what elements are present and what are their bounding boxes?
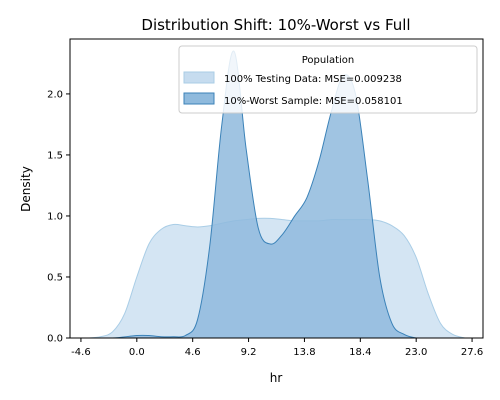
plot-area [69,38,484,339]
legend: Population 100% Testing Data: MSE=0.0092… [178,45,478,114]
x-tick-label: 0.0 [129,347,145,358]
x-axis-label: hr [270,371,283,385]
y-tick-label: 1.0 [47,211,63,222]
x-tick-label: 13.8 [293,347,315,358]
density-area-worst [88,50,429,339]
legend-frame [178,45,478,114]
y-axis-label: Density [19,166,33,212]
x-tick-label: 23.0 [405,347,427,358]
y-axis: 0.0 0.5 1.0 1.5 2.0 [47,89,70,345]
y-tick-label: 0.0 [47,334,63,345]
plot-frame [69,38,484,339]
legend-title: Population [302,55,355,66]
x-tick-label: 4.6 [185,347,201,358]
legend-label-worst: 10%-Worst Sample: MSE=0.058101 [224,96,403,107]
y-tick-label: 0.5 [47,272,63,283]
legend-swatch-worst [183,92,215,105]
y-tick-label: 1.5 [47,150,63,161]
chart-title: Distribution Shift: 10%-Worst vs Full [141,16,410,34]
x-axis: -4.6 0.0 4.6 9.2 13.8 18.4 23.0 27.6 [71,338,483,358]
legend-label-full: 100% Testing Data: MSE=0.009238 [224,74,402,85]
density-area-worst-outline [88,50,429,339]
x-tick-label: -4.6 [71,347,91,358]
y-tick-label: 2.0 [47,89,63,100]
series-layer [88,50,465,339]
x-tick-label: 18.4 [349,347,371,358]
x-tick-label: 9.2 [241,347,257,358]
legend-swatch-full [183,71,215,84]
density-area-full-outline [88,217,465,339]
x-tick-label: 27.6 [461,347,483,358]
